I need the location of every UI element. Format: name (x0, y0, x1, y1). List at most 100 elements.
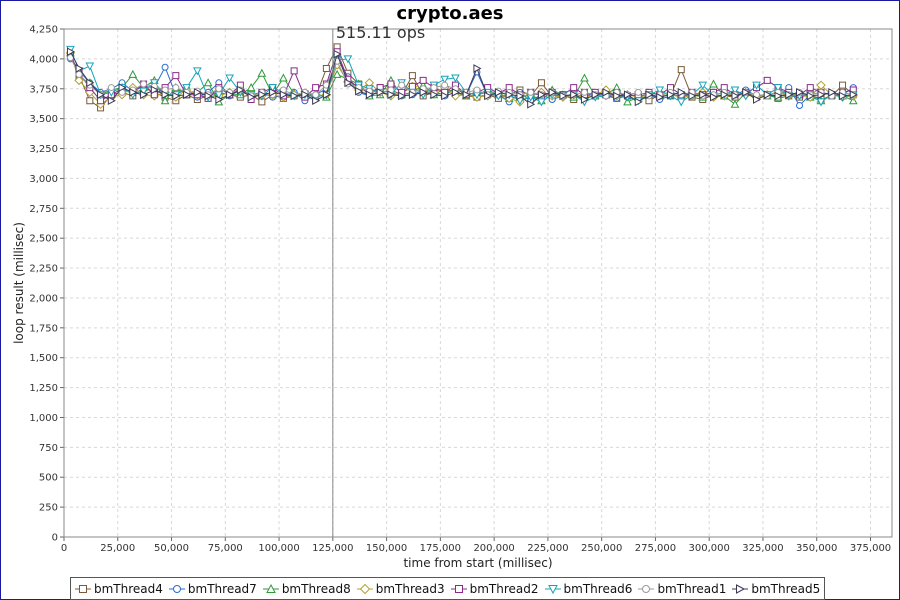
legend: bmThread4 bmThread7 bmThread8 bmThread3 bmTh… (70, 577, 826, 600)
data-point (613, 91, 622, 101)
data-point (365, 90, 374, 100)
data-point (86, 97, 94, 105)
y-tick-label: 1,750 (29, 323, 58, 334)
data-point (269, 88, 278, 97)
data-point (537, 79, 545, 87)
data-point (731, 91, 740, 101)
data-point (193, 88, 202, 97)
data-point (258, 90, 267, 100)
series-bmThread5 (66, 47, 858, 109)
data-point (709, 92, 719, 102)
legend-marker (172, 584, 181, 593)
plot-border (63, 28, 893, 538)
x-tick-label: 350,000 (796, 543, 837, 554)
data-point (408, 82, 416, 90)
x-tick-label: 375,000 (850, 543, 891, 554)
data-point (257, 68, 267, 77)
data-point (408, 90, 417, 100)
data-point (332, 69, 342, 78)
data-point (666, 90, 676, 100)
y-tick-label: 3,750 (29, 84, 58, 95)
y-tick-label: 1,250 (29, 383, 58, 394)
data-point (473, 86, 481, 94)
legend-marker-icon (732, 583, 749, 594)
data-point (107, 84, 115, 92)
legend-item: bmThread3 (356, 581, 445, 596)
y-tick-label: 2,250 (29, 264, 58, 275)
data-point (430, 84, 438, 92)
data-point (763, 90, 772, 100)
data-point (225, 74, 234, 83)
data-point (398, 91, 407, 101)
data-point (730, 99, 740, 108)
data-point (376, 88, 385, 97)
data-point (570, 84, 578, 92)
y-tick-label: 2,000 (29, 293, 58, 304)
data-point (247, 92, 256, 102)
legend-item: bmThread4 (75, 582, 163, 596)
legend-marker-icon (544, 584, 561, 594)
y-tick-label: 2,500 (29, 234, 58, 245)
data-point (343, 55, 353, 64)
x-tick-label: 75,000 (208, 543, 243, 554)
data-point (730, 86, 740, 95)
data-point (796, 88, 805, 97)
data-point (419, 88, 428, 97)
y-tick-label: 2,750 (29, 204, 58, 215)
data-point (129, 88, 138, 97)
data-point (279, 73, 288, 82)
data-point (763, 76, 771, 84)
data-point (215, 95, 224, 104)
data-point (66, 47, 76, 57)
data-point (75, 70, 83, 78)
data-point (839, 91, 848, 101)
legend-marker (79, 584, 87, 593)
legend-item: bmThread7 (168, 582, 257, 596)
data-point (193, 67, 202, 76)
y-tick-label: 0 (52, 533, 58, 544)
legend-label: bmThread8 (281, 581, 351, 596)
legend-item: bmThread2 (450, 582, 539, 596)
legend-label: bmThread6 (563, 581, 633, 596)
data-point (527, 99, 536, 109)
data-point (580, 88, 588, 96)
data-point (118, 83, 127, 92)
legend-label: bmThread1 (657, 581, 727, 596)
x-tick-label: 125,000 (312, 543, 353, 554)
data-point (312, 91, 320, 99)
data-point (128, 69, 138, 78)
data-point (580, 73, 589, 82)
data-point (816, 98, 826, 107)
data-point (527, 88, 535, 96)
data-point (451, 88, 460, 97)
data-point (74, 75, 84, 86)
data-point (494, 88, 503, 97)
data-point (172, 72, 180, 80)
legend-marker (454, 584, 463, 593)
legend-marker-icon (75, 584, 91, 593)
data-point (591, 90, 600, 100)
data-point (817, 90, 826, 100)
data-point (86, 78, 95, 88)
y-tick-label: 3,250 (29, 144, 58, 155)
data-point (785, 90, 794, 100)
data-point (172, 84, 180, 92)
y-tick-label: 750 (39, 443, 58, 454)
data-point (796, 101, 804, 109)
data-point (742, 88, 751, 97)
data-point (160, 96, 170, 105)
data-point (752, 81, 761, 90)
data-point (85, 62, 95, 71)
data-point (355, 86, 364, 96)
data-point (312, 84, 320, 92)
data-point (773, 84, 783, 93)
legend-label: bmThread3 (375, 581, 445, 596)
data-point (387, 90, 396, 100)
data-point (839, 81, 847, 89)
data-point (537, 90, 546, 100)
x-tick-label: 300,000 (689, 543, 730, 554)
data-point (140, 80, 148, 88)
x-tick-label: 225,000 (527, 543, 568, 554)
